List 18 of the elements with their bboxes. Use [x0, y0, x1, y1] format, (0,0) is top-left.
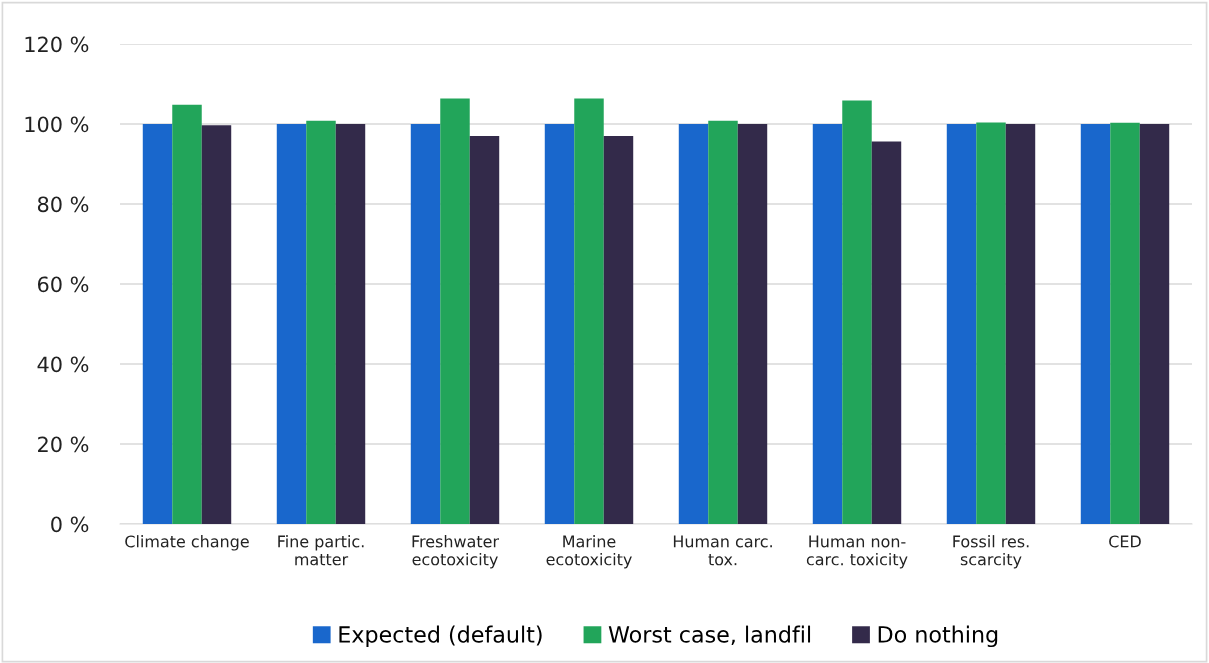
x-tick-label: Fossil res. scarcity	[953, 535, 1029, 569]
x-tick-label: CED	[1109, 535, 1141, 548]
y-tick-label: 20 %	[38, 436, 89, 453]
y-tick-label: 40 %	[37, 356, 89, 373]
y-tick-label: 80 %	[37, 196, 89, 213]
x-tick-label: Human carc. tox.	[673, 535, 772, 566]
legend-label: Worst case, landfil	[608, 625, 811, 646]
legend-label: Expected (default)	[339, 625, 542, 648]
y-tick-label: 100 %	[25, 116, 89, 133]
x-tick-label: Marine ecotoxicity	[546, 535, 632, 569]
y-tick-label: 0 %	[51, 516, 89, 533]
x-tick-label: Human non- carc. toxicity	[806, 535, 908, 569]
y-tick-label: 120 %	[25, 36, 89, 53]
legend-label: Do nothing	[878, 625, 998, 648]
x-tick-label: Climate change	[125, 535, 249, 551]
x-tick-label: Fine partic. matter	[278, 535, 364, 566]
y-tick-label: 60 %	[37, 276, 89, 293]
x-tick-label: Freshwater ecotoxicity	[412, 535, 500, 569]
